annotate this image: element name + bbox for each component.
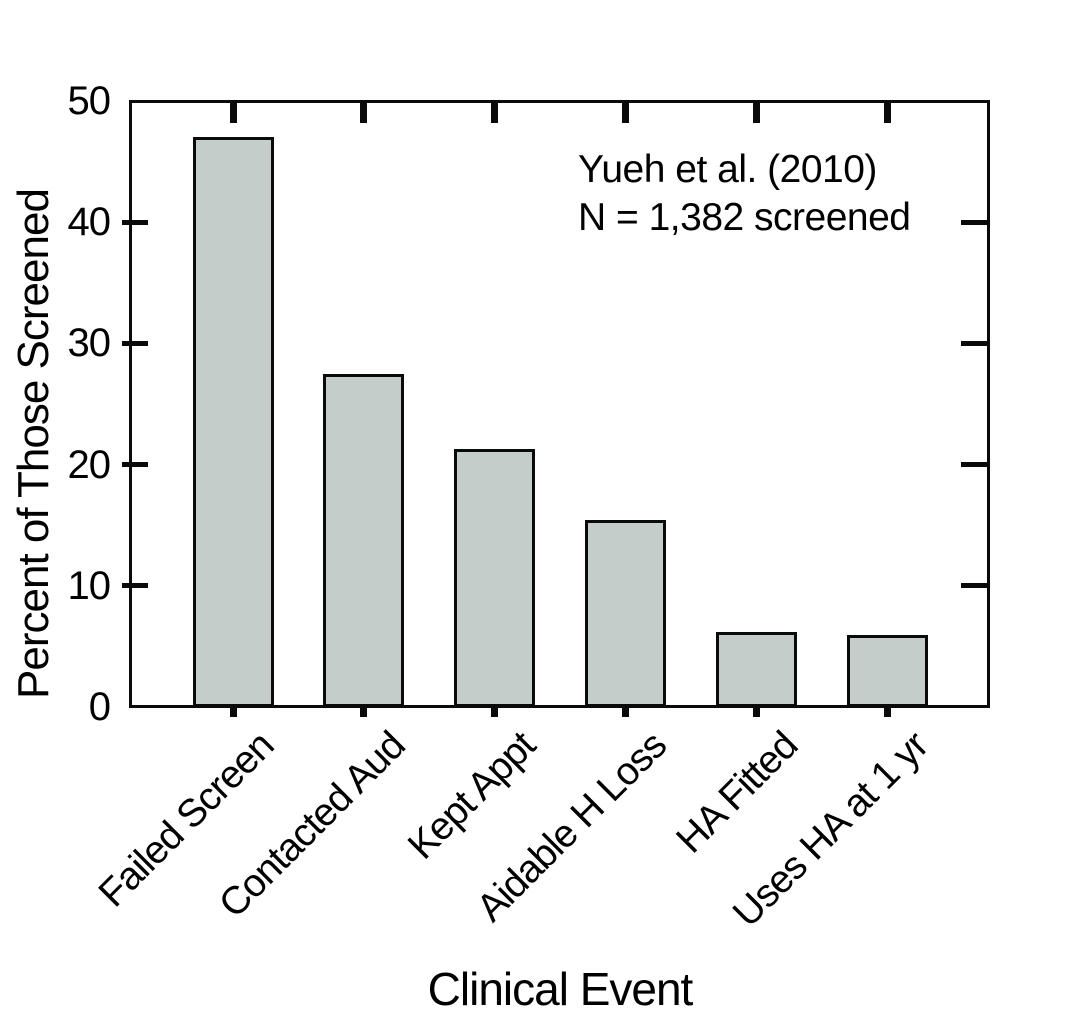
y-tick-label: 40 — [67, 200, 112, 245]
annotation-line-1: Yueh et al. (2010) — [578, 148, 877, 191]
y-tick-label: 0 — [88, 685, 111, 729]
bar-failed-screen — [192, 137, 274, 707]
y-tick-left — [122, 583, 148, 589]
bar-contacted-aud — [323, 373, 405, 707]
x-tick-bottom — [491, 708, 499, 717]
y-tick-left — [122, 462, 148, 468]
y-tick-right — [961, 340, 987, 346]
x-tick-label: HA Fitted — [668, 724, 806, 862]
x-tick-top — [491, 103, 499, 123]
bar-aidable-h-loss — [584, 520, 666, 707]
x-tick-top — [621, 103, 629, 123]
bar-kept-appt — [454, 448, 536, 707]
x-tick-top — [752, 103, 760, 123]
y-tick-label: 50 — [67, 79, 112, 123]
annotation-line-2: N = 1,382 screened — [578, 196, 911, 239]
y-tick-right — [961, 583, 987, 589]
y-tick-label: 10 — [67, 563, 112, 608]
bar-ha-fitted — [715, 631, 797, 707]
x-tick-bottom — [883, 708, 891, 717]
y-tick-right — [961, 462, 987, 468]
y-tick-left — [122, 219, 148, 225]
y-tick-label: 30 — [67, 321, 112, 366]
x-tick-top — [360, 103, 368, 123]
y-tick-label: 20 — [67, 442, 112, 487]
x-tick-bottom — [621, 708, 629, 717]
bar-uses-ha-at-1-yr — [846, 635, 928, 707]
x-tick-bottom — [229, 708, 237, 717]
annotation: Yueh et al. (2010) N = 1,382 screened — [578, 146, 911, 242]
x-axis-title: Clinical Event — [427, 963, 694, 1015]
x-tick-bottom — [360, 708, 368, 717]
y-tick-left — [122, 340, 148, 346]
x-tick-top — [883, 103, 891, 123]
x-tick-top — [229, 103, 237, 123]
y-tick-right — [961, 219, 987, 225]
x-tick-bottom — [752, 708, 760, 717]
